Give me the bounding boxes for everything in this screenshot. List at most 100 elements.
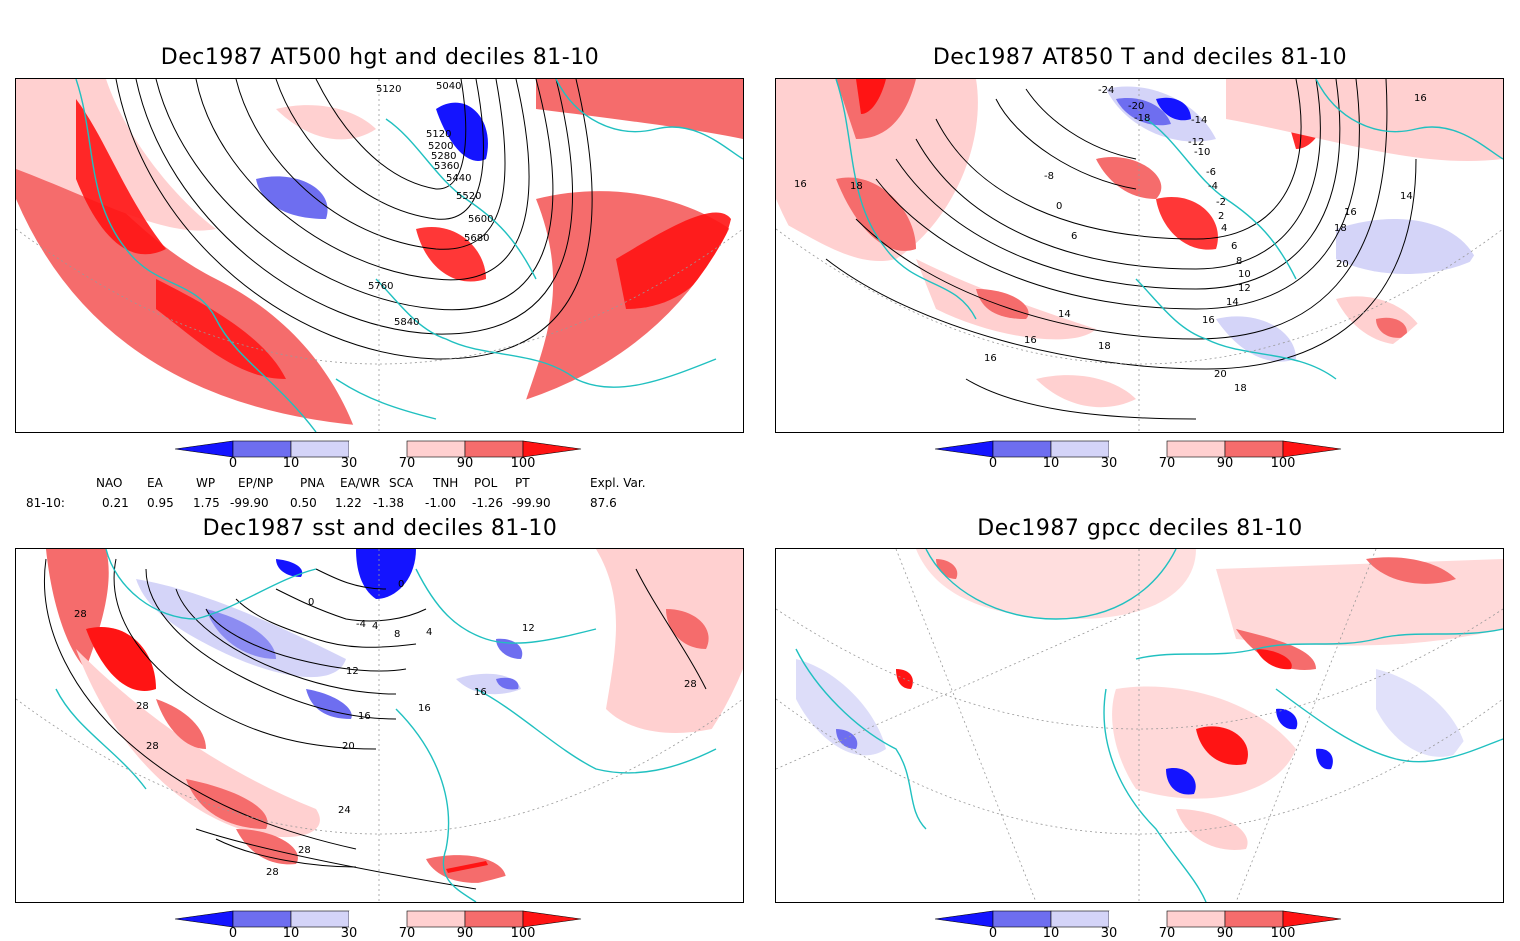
teleconnection-indices: NAO EA WP EP/NP PNA EA/WR SCA TNH POL PT Expl. Var… <box>0 474 760 514</box>
colorbar-label: 0 <box>228 456 238 471</box>
colorbar-swatch <box>992 440 1052 458</box>
contour-label: 0 <box>398 579 404 590</box>
colorbar-label: 10 <box>282 926 300 941</box>
contour-label: 4 <box>426 627 432 638</box>
contour-label: 18 <box>1098 341 1111 352</box>
contour-label: 20 <box>342 741 355 752</box>
colorbar-label: 90 <box>1216 926 1234 941</box>
contour-label: 8 <box>1236 256 1242 267</box>
index-value: -1.26 <box>472 496 504 510</box>
index-header: PT <box>515 476 530 490</box>
map-panel-gpcc <box>775 548 1504 903</box>
colorbar-label: 100 <box>510 926 536 941</box>
contour-label: 28 <box>74 609 87 620</box>
colorbar-swatch <box>174 910 234 928</box>
colorbar-label: 70 <box>398 926 416 941</box>
map-t850: -24 -20 -18 -14 -12 -10 -8 -6 -4 -2 0 2 … <box>776 79 1503 432</box>
contour-label: 16 <box>474 687 487 698</box>
contour-label: 5200 <box>428 141 453 152</box>
index-value: 87.6 <box>590 496 617 510</box>
colorbar-swatch <box>349 911 407 927</box>
map-hgt: 5040 5120 5120 5200 5280 5360 5440 5520 … <box>16 79 743 432</box>
index-header: SCA <box>389 476 414 490</box>
colorbar-swatches <box>934 440 1342 458</box>
index-header: EP/NP <box>238 476 274 490</box>
contour-label: -8 <box>1044 171 1054 182</box>
panel-title-hgt: Dec1987 AT500 hgt and deciles 81-10 <box>160 45 600 70</box>
contour-label: 16 <box>1024 335 1037 346</box>
index-value: -1.38 <box>373 496 405 510</box>
colorbar-swatch <box>934 440 994 458</box>
contour-label: 28 <box>146 741 159 752</box>
contour-label: 28 <box>136 701 149 712</box>
colorbar-swatch <box>1050 440 1110 458</box>
contour-label: 5760 <box>368 281 393 292</box>
colorbar-label: 90 <box>1216 456 1234 471</box>
colorbar-label: 100 <box>1270 456 1296 471</box>
colorbar-swatch <box>464 910 524 928</box>
colorbar-label: 0 <box>988 926 998 941</box>
colorbar-sst: 0 10 30 70 90 100 <box>174 910 585 941</box>
colorbar-swatch <box>1282 910 1342 928</box>
map-panel-t850: -24 -20 -18 -14 -12 -10 -8 -6 -4 -2 0 2 … <box>775 78 1504 433</box>
index-value: -1.00 <box>425 496 457 510</box>
contour-label: 5360 <box>434 161 459 172</box>
contour-label: 12 <box>346 666 359 677</box>
colorbar-swatch <box>934 910 994 928</box>
colorbar-swatch <box>290 440 350 458</box>
colorbar-label: 70 <box>398 456 416 471</box>
index-value: 0.95 <box>147 496 174 510</box>
contour-label: 28 <box>684 679 697 690</box>
contour-label: -24 <box>1098 85 1114 96</box>
colorbar-label: 100 <box>510 456 536 471</box>
contour-label: 28 <box>266 867 279 878</box>
colorbar-swatch <box>1224 440 1284 458</box>
colorbar-swatch <box>232 440 292 458</box>
index-header: EA/WR <box>340 476 381 490</box>
contour-label: 16 <box>1344 207 1357 218</box>
index-value: 1.22 <box>335 496 362 510</box>
colorbar-swatch <box>1050 910 1110 928</box>
colorbar-label: 10 <box>282 456 300 471</box>
index-header: WP <box>196 476 216 490</box>
contour-label: 5600 <box>468 214 493 225</box>
panel-title-sst: Dec1987 sst and deciles 81-10 <box>202 516 558 541</box>
contour-label: 20 <box>1214 369 1227 380</box>
colorbar-swatch <box>406 910 466 928</box>
colorbar-swatches <box>934 910 1342 928</box>
colorbar-label: 90 <box>456 926 474 941</box>
contour-label: -10 <box>1194 147 1210 158</box>
map-sst: 28 28 28 0 0 -4 4 8 4 12 16 16 16 20 24 … <box>16 549 743 902</box>
colorbar-swatch <box>1109 441 1167 457</box>
contour-label: -6 <box>1206 167 1216 178</box>
index-header: TNH <box>433 476 459 490</box>
colorbar-label: 90 <box>456 456 474 471</box>
contour-label: 5680 <box>464 233 489 244</box>
colorbar-gpcc: 0 10 30 70 90 100 <box>934 910 1345 941</box>
colorbar-label: 0 <box>988 456 998 471</box>
contour-label: 14 <box>1058 309 1071 320</box>
contour-label: 2 <box>1218 211 1224 222</box>
index-value: -99.90 <box>512 496 551 510</box>
colorbar-label: 30 <box>1100 926 1118 941</box>
contour-label: 24 <box>338 805 351 816</box>
colorbar-swatch <box>464 440 524 458</box>
colorbar-swatches <box>174 910 582 928</box>
contour-label: 5840 <box>394 317 419 328</box>
contour-label: 5120 <box>376 84 401 95</box>
colorbar-swatch <box>1166 910 1226 928</box>
colorbar-swatch <box>1282 440 1342 458</box>
index-header: NAO <box>96 476 123 490</box>
colorbar-swatch <box>522 910 582 928</box>
contour-label: 5280 <box>431 151 456 162</box>
index-value: 1.75 <box>193 496 220 510</box>
contour-label: -12 <box>1188 137 1204 148</box>
index-header: POL <box>474 476 498 490</box>
contour-label: -14 <box>1191 115 1207 126</box>
colorbar-swatch <box>992 910 1052 928</box>
map-gpcc <box>776 549 1503 902</box>
contour-label: 20 <box>1336 259 1349 270</box>
contour-label: 28 <box>298 845 311 856</box>
contour-label: 6 <box>1231 241 1237 252</box>
colorbar-hgt: 0 10 30 70 90 100 <box>174 440 585 476</box>
